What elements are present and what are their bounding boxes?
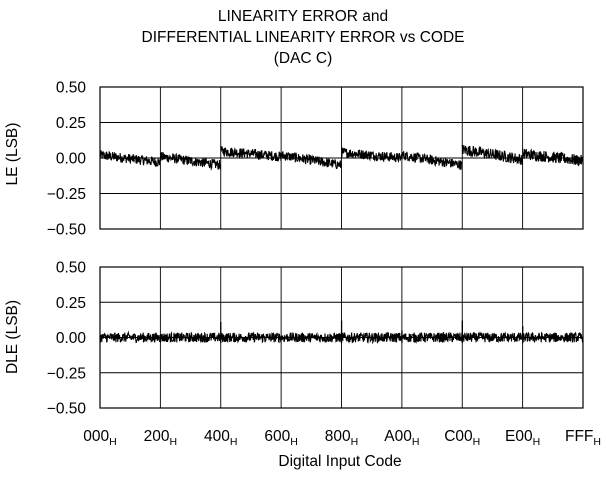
x-tick-label: 400H — [204, 428, 237, 448]
x-tick-label: A00H — [384, 428, 419, 448]
x-tick-label: 600H — [264, 428, 297, 448]
x-axis-label: Digital Input Code — [278, 453, 402, 470]
le-y-tick-label: 0.25 — [56, 115, 86, 132]
le-y-tick-label: −0.50 — [47, 222, 87, 239]
le-trace-segment — [159, 151, 222, 171]
dle-y-tick-label: 0.25 — [56, 295, 86, 312]
dle-y-tick-label: 0.00 — [56, 330, 87, 347]
le-y-tick-label: 0.50 — [56, 80, 87, 97]
le-trace-segment — [220, 146, 282, 163]
le-trace-segment — [341, 147, 403, 163]
dle-y-tick-label: 0.50 — [56, 260, 87, 277]
dle-y-tick-label: −0.25 — [47, 365, 86, 382]
chart-title-line-1: LINEARITY ERROR and — [217, 8, 389, 25]
le-y-tick-label: 0.00 — [56, 151, 87, 168]
le-trace-segment — [280, 151, 342, 170]
chart-title-line-2: DIFFERENTIAL LINEARITY ERROR vs CODE — [141, 29, 465, 46]
chart-title-line-3: (DAC C) — [273, 50, 333, 67]
le-trace-segment — [461, 144, 524, 165]
le-trace-segment — [522, 148, 584, 167]
x-tick-label: FFFH — [565, 428, 601, 448]
le-y-tick-label: −0.25 — [47, 186, 86, 203]
x-tick-label: E00H — [505, 428, 540, 448]
x-tick-label: C00H — [444, 428, 480, 448]
dle-y-tick-label: −0.50 — [47, 401, 87, 418]
x-tick-label: 800H — [325, 428, 358, 448]
le-trace-segment — [401, 151, 463, 170]
x-tick-label: 000H — [83, 428, 116, 448]
le-trace-segment — [99, 150, 161, 167]
x-tick-label: 200H — [144, 428, 177, 448]
